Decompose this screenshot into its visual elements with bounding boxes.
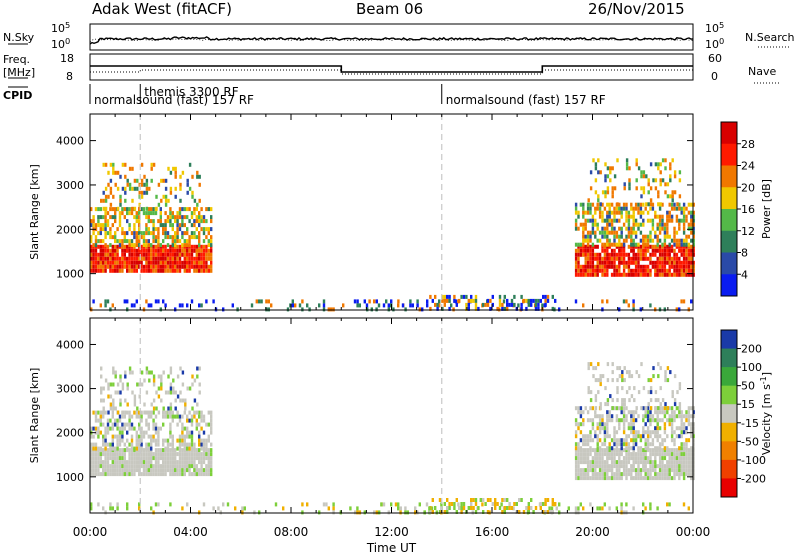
beam-title: Beam 06 xyxy=(356,0,424,18)
colorbar-segment xyxy=(721,330,737,350)
colorbar-segment xyxy=(721,404,737,424)
power-heatmap xyxy=(90,158,695,312)
nsky-line xyxy=(89,36,694,45)
x-tick-label: 00:00 xyxy=(676,525,711,539)
colorbar-tick-label: 50 xyxy=(741,380,755,393)
freq-axis-top: 18 xyxy=(60,52,74,65)
colorbar-tick-label: -100 xyxy=(741,454,766,467)
y-tick-label: 1000 xyxy=(56,268,84,281)
colorbar-tick-label: -200 xyxy=(741,472,766,485)
y-tick-label: 2000 xyxy=(56,427,84,440)
freq-unit-label: [MHz] xyxy=(3,66,35,79)
colorbar-frame xyxy=(720,329,738,498)
colorbar-segment xyxy=(721,478,737,498)
colorbar-tick-label: -15 xyxy=(741,417,759,430)
x-tick-label: 16:00 xyxy=(475,525,510,539)
x-tick-label: 00:00 xyxy=(73,525,108,539)
nsky-axis-bottom: 100 xyxy=(51,36,70,51)
nave-axis-bottom: 0 xyxy=(711,70,718,83)
colorbar-segment xyxy=(721,367,737,387)
colorbar-segment xyxy=(721,209,737,232)
nsky-label: N.Sky xyxy=(3,31,35,44)
colorbar-tick-label: 28 xyxy=(741,138,755,151)
y-tick-label: 3000 xyxy=(56,179,84,192)
nsearch-label: N.Search xyxy=(745,31,795,44)
cpid-label: CPID xyxy=(3,89,32,102)
cpid-segment-text: normalsound (fast) 157 RF xyxy=(446,93,606,107)
nsearch-axis-top: 105 xyxy=(705,20,724,35)
colorbar-tick-label: 100 xyxy=(741,361,762,374)
freq-axis-bottom: 8 xyxy=(66,70,73,83)
y-axis-label: Slant Range [km] xyxy=(28,164,41,260)
y-tick-label: 3000 xyxy=(56,383,84,396)
date-title: 26/Nov/2015 xyxy=(588,0,685,18)
colorbar-segment xyxy=(721,165,737,188)
nave-line xyxy=(90,69,693,75)
x-tick-label: 04:00 xyxy=(173,525,208,539)
colorbar-tick-label: 4 xyxy=(741,268,748,281)
x-axis-label: Time UT xyxy=(366,541,417,554)
y-tick-label: 4000 xyxy=(56,338,84,351)
y-axis-label: Slant Range [km] xyxy=(28,368,41,464)
colorbar-tick-label: 8 xyxy=(741,247,748,260)
colorbar-tick-label: 12 xyxy=(741,225,755,238)
nsearch-line xyxy=(89,38,694,43)
colorbar-tick-label: -50 xyxy=(741,435,759,448)
x-tick-label: 20:00 xyxy=(575,525,610,539)
nsearch-axis-bottom: 100 xyxy=(705,36,724,51)
colorbar-segment xyxy=(721,459,737,479)
nave-axis-top: 60 xyxy=(708,52,722,65)
colorbar-tick-label: 20 xyxy=(741,181,755,194)
colorbar-segment xyxy=(721,122,737,145)
cpid-segment-text: themis 3300 RF xyxy=(144,85,238,99)
colorbar-tick-label: 16 xyxy=(741,203,755,216)
colorbar-segment xyxy=(721,348,737,368)
colorbar-segment xyxy=(721,274,737,297)
colorbar-tick-label: 15 xyxy=(741,398,755,411)
y-tick-label: 4000 xyxy=(56,135,84,148)
velocity-heatmap xyxy=(90,362,695,515)
colorbar-segment xyxy=(721,187,737,210)
colorbar-segment xyxy=(721,385,737,405)
colorbar-tick-label: 24 xyxy=(741,160,755,173)
x-tick-label: 08:00 xyxy=(274,525,309,539)
colorbar-segment xyxy=(721,441,737,461)
colorbar-label: Power [dB] xyxy=(760,179,773,239)
colorbar-segment xyxy=(721,230,737,253)
colorbar-segment xyxy=(721,143,737,166)
freq-panel xyxy=(89,53,694,81)
frequency-line xyxy=(90,65,693,73)
nsky-axis-top: 105 xyxy=(51,20,70,35)
freq-label: Freq. xyxy=(3,53,30,66)
colorbar-tick-label: 200 xyxy=(741,343,762,356)
nave-label: Nave xyxy=(748,65,776,78)
nsky-panel xyxy=(89,23,694,51)
colorbar-segment xyxy=(721,422,737,442)
colorbar-label: Velocity [m s-1] xyxy=(759,372,773,455)
station-title: Adak West (fitACF) xyxy=(92,0,232,18)
colorbar-segment xyxy=(721,252,737,275)
x-tick-label: 12:00 xyxy=(374,525,409,539)
y-tick-label: 1000 xyxy=(56,471,84,484)
cpid-segment-text: normalsound (fast) 157 RF xyxy=(94,93,254,107)
y-tick-label: 2000 xyxy=(56,223,84,236)
